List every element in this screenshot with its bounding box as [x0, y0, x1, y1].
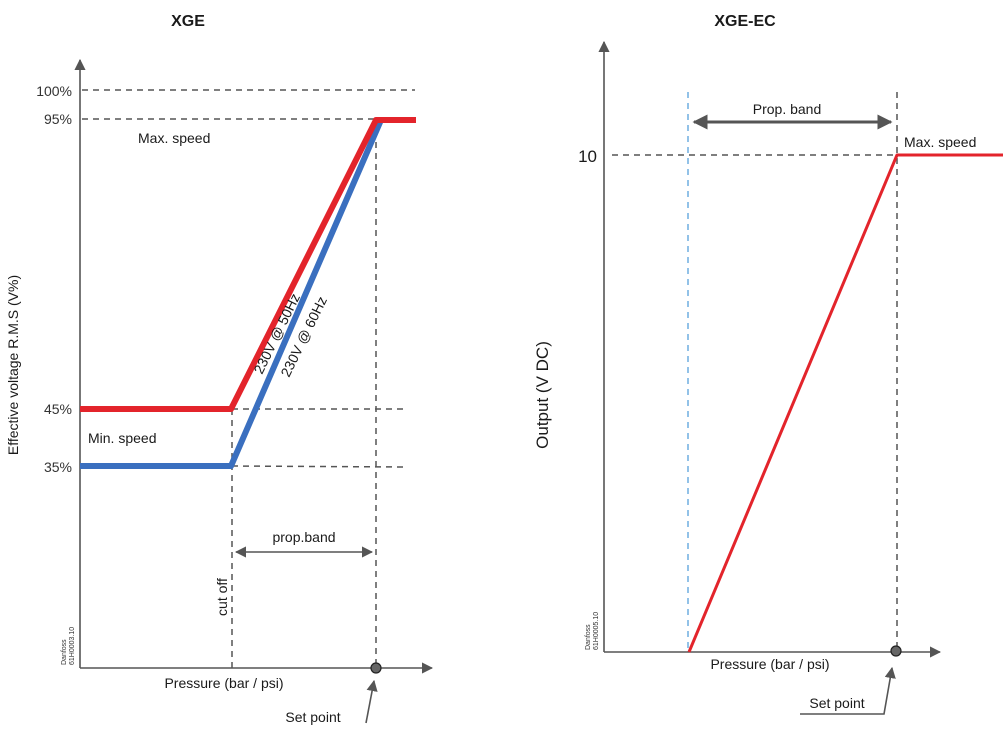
xge-tick-35: 35% — [44, 459, 72, 475]
xge-x-axis-label: Pressure (bar / psi) — [164, 675, 283, 691]
xge-code-line1: Danfoss — [61, 639, 68, 665]
xge-ec-max-speed-label: Max. speed — [904, 134, 976, 150]
xge-tick-95: 95% — [44, 111, 72, 127]
xge-chart: XGE 100% 95% 45% 35% Max. speed Min. spe… — [5, 13, 434, 725]
xge-cut-off-label: cut off — [214, 578, 230, 616]
xge-ec-title: XGE-EC — [714, 13, 776, 30]
xge-set-point-marker — [370, 662, 382, 674]
xge-tick-100: 100% — [36, 83, 72, 99]
xge-code-line2: 61H0003.10 — [69, 627, 76, 665]
xge-max-speed-label: Max. speed — [138, 130, 210, 146]
xge-ec-x-axis-label: Pressure (bar / psi) — [710, 656, 829, 672]
xge-line-50hz — [80, 117, 416, 412]
xge-ec-tick-10: 10 — [578, 147, 597, 166]
xge-ec-code-line1: Danfoss — [585, 624, 592, 650]
xge-prop-band-label: prop.band — [272, 529, 335, 545]
xge-ec-output-line — [687, 153, 1003, 653]
xge-title: XGE — [171, 13, 205, 30]
xge-ec-set-point-marker — [890, 645, 902, 657]
xge-line-60hz — [80, 117, 416, 469]
xge-guide-35 — [231, 465, 406, 468]
xge-tick-45: 45% — [44, 401, 72, 417]
xge-ec-set-point-label: Set point — [809, 695, 864, 711]
xge-ec-code-line2: 61H0005.10 — [593, 612, 600, 650]
xge-min-speed-label: Min. speed — [88, 430, 156, 446]
xge-set-point-label: Set point — [285, 709, 340, 725]
xge-y-axis-label: Effective voltage R.M.S (V%) — [5, 275, 21, 455]
xge-ec-y-axis-label: Output (V DC) — [533, 341, 552, 449]
xge-set-point-arrow — [365, 679, 378, 724]
xge-ec-chart: XGE-EC 10 Prop. band Max. speed Output (… — [533, 13, 1003, 715]
xge-ec-set-point-arrow — [800, 666, 896, 715]
xge-ec-prop-band-label: Prop. band — [753, 101, 822, 117]
